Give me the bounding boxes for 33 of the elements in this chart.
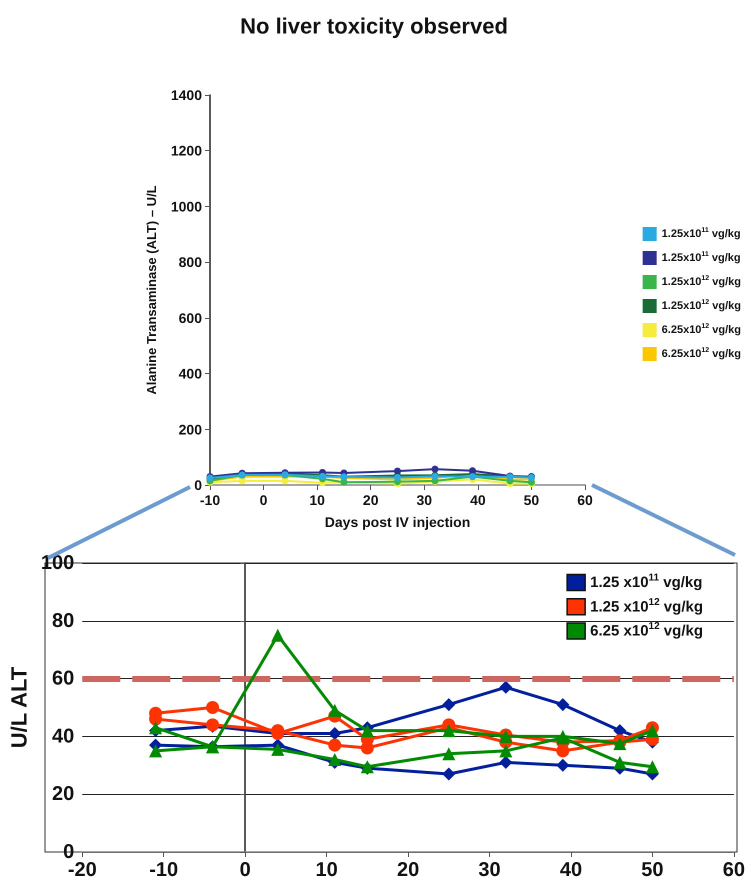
x-tick-label: 40 — [470, 492, 486, 508]
y-tick-label: 200 — [178, 421, 202, 438]
y-tick-label: 1000 — [170, 198, 202, 214]
y-tick-label: 1200 — [170, 142, 202, 159]
y-tick-label: 40 — [52, 725, 74, 748]
x-tick-label: 30 — [416, 492, 432, 508]
x-tick-label: -10 — [149, 859, 178, 880]
y-tick-label: 1400 — [170, 87, 202, 103]
y-tick-label: 60 — [52, 668, 74, 690]
y-tick-label: 600 — [178, 310, 202, 326]
y-axis-title: U/L ALT — [6, 666, 32, 748]
x-tick-label: 30 — [478, 859, 501, 880]
y-tick-label: 80 — [52, 610, 74, 632]
chart-title: No liver toxicity observed — [240, 14, 508, 38]
x-axis-title: Days post IV injection — [324, 514, 470, 530]
y-tick-label: 400 — [178, 366, 202, 382]
y-tick-label: 0 — [194, 477, 202, 493]
x-tick-label: -10 — [200, 492, 220, 508]
x-tick-label: 0 — [240, 859, 251, 880]
x-tick-label: 0 — [260, 492, 268, 508]
x-tick-label: -20 — [68, 859, 97, 880]
x-tick-label: 20 — [362, 492, 379, 508]
x-tick-label: 10 — [309, 492, 326, 508]
y-axis-title: Alanine Transaminase (ALT) – U/L — [144, 185, 159, 395]
x-tick-label: 50 — [641, 859, 664, 880]
x-tick-label: 40 — [560, 859, 582, 880]
y-tick-label: 800 — [178, 254, 202, 270]
x-tick-label: 60 — [722, 859, 745, 880]
y-tick-label: 20 — [52, 783, 74, 806]
x-tick-label: 20 — [396, 859, 420, 880]
x-tick-label: 10 — [315, 859, 338, 880]
x-tick-label: 50 — [524, 492, 540, 508]
x-tick-label: 60 — [577, 492, 593, 508]
